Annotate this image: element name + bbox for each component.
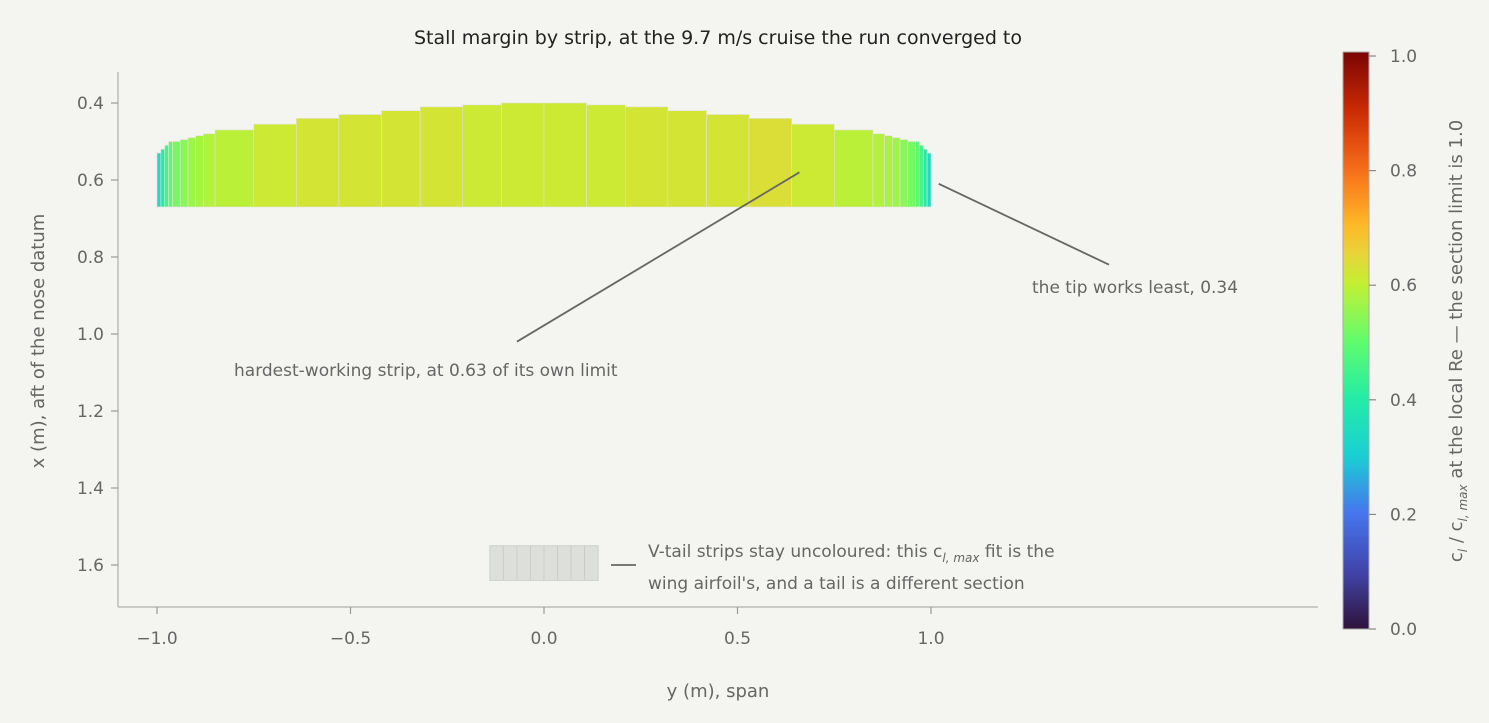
y-tick-label: 1.2 <box>77 402 104 422</box>
wing-strip <box>833 129 874 208</box>
wing-strip <box>922 148 928 208</box>
colorbar-tick-label: 0.6 <box>1390 276 1417 296</box>
vtail-strip <box>530 545 545 581</box>
vtail-strip <box>502 545 518 581</box>
vtail-note-l1-prefix: V-tail strips stay uncoloured: this c <box>648 542 942 562</box>
axes: −1.0 −0.5 0.0 0.5 1.0 0.4 0.6 0.8 1.0 1.2 1.4 1.6 <box>77 72 1318 649</box>
wing-strip <box>253 123 297 208</box>
wing-strip <box>667 110 707 208</box>
colorbar-label: cl / cl, max at the local Re — the secti… <box>1446 120 1470 562</box>
wing-strip <box>926 152 932 208</box>
wing-strip <box>919 145 924 208</box>
wing-strip <box>884 135 893 208</box>
wing-strip <box>899 139 909 208</box>
wing-strip <box>624 106 669 208</box>
y-tick-label: 0.8 <box>77 248 104 268</box>
annotation-hardest-strip: hardest-working strip, at 0.63 of its ow… <box>234 361 618 381</box>
annotations <box>516 171 1110 566</box>
wing-strip <box>195 135 204 208</box>
wing-strip <box>748 118 792 208</box>
colorbar-ticks: 0.0 0.2 0.4 0.6 0.8 1.0 <box>1369 47 1417 640</box>
wing-strip <box>156 152 162 208</box>
vtail-strips <box>489 545 599 581</box>
wing-strip <box>462 104 502 208</box>
x-tick-label: 0.0 <box>530 629 557 649</box>
x-axis-label: y (m), span <box>667 681 770 702</box>
cb-label-mid: / c <box>1446 521 1467 548</box>
wing-strip <box>168 141 173 208</box>
wing-strip <box>203 133 216 208</box>
wing-strip <box>172 141 181 208</box>
wing-strip <box>791 123 835 208</box>
wing-strip <box>187 137 197 208</box>
wing-strip <box>915 141 920 208</box>
wing-strip <box>891 137 901 208</box>
cb-label-prefix: c <box>1446 552 1467 562</box>
wing-strip <box>214 129 255 208</box>
y-tick-label: 1.4 <box>77 479 104 499</box>
wing-strip <box>179 139 189 208</box>
vtail-note-l1-sub: l, max <box>942 551 980 565</box>
cb-label-mid-sub: l, max <box>1456 483 1470 521</box>
y-tick-label: 1.6 <box>77 556 104 576</box>
y-tick-label: 0.6 <box>77 171 104 191</box>
vtail-note-line2: wing airfoil's, and a tail is a differen… <box>648 574 1025 594</box>
wing-strip <box>501 102 545 208</box>
wing-strip <box>381 110 421 208</box>
y-tick-label: 0.4 <box>77 94 104 114</box>
cb-label-suffix: at the local Re — the section limit is 1… <box>1446 120 1467 485</box>
colorbar-tick-label: 0.4 <box>1390 391 1417 411</box>
wing-strip <box>706 114 750 208</box>
x-tick-label: 1.0 <box>917 629 944 649</box>
chart-title: Stall margin by strip, at the 9.7 m/s cr… <box>414 27 1022 49</box>
cb-label-prefix-sub: l <box>1456 548 1470 552</box>
vtail-strip <box>543 545 558 581</box>
annotation-leader-line <box>516 171 800 343</box>
x-tick-label: 0.5 <box>724 629 751 649</box>
wing-strips <box>156 102 932 208</box>
vtail-strip <box>584 545 599 581</box>
wing-strip <box>586 104 626 208</box>
x-tick-label: −1.0 <box>136 629 177 649</box>
wing-strip <box>338 114 382 208</box>
wing-strip <box>164 145 169 208</box>
colorbar-tick-label: 0.8 <box>1390 162 1417 182</box>
wing-strip <box>160 148 166 208</box>
wing-strip <box>872 133 885 208</box>
vtail-strip <box>557 545 572 581</box>
vtail-note-l1-suffix: fit is the <box>979 542 1054 562</box>
wing-strip <box>296 118 340 208</box>
wing-strip <box>543 102 587 208</box>
wing-strip <box>419 106 464 208</box>
colorbar-tick-label: 0.0 <box>1390 620 1417 640</box>
annotation-leader-line <box>938 183 1110 266</box>
wing-strip <box>907 141 916 208</box>
colorbar-tick-label: 1.0 <box>1390 47 1417 67</box>
vtail-strip <box>570 545 586 581</box>
colorbar <box>1342 51 1370 630</box>
vtail-strip <box>516 545 531 581</box>
annotation-tip: the tip works least, 0.34 <box>1032 278 1238 298</box>
y-axis-label: x (m), aft of the nose datum <box>28 214 49 469</box>
vtail-strip <box>489 545 504 581</box>
y-tick-label: 1.0 <box>77 325 104 345</box>
colorbar-tick-label: 0.2 <box>1390 505 1417 525</box>
vtail-note-line1: V-tail strips stay uncoloured: this cl, … <box>648 542 1055 565</box>
x-tick-label: −0.5 <box>330 629 371 649</box>
